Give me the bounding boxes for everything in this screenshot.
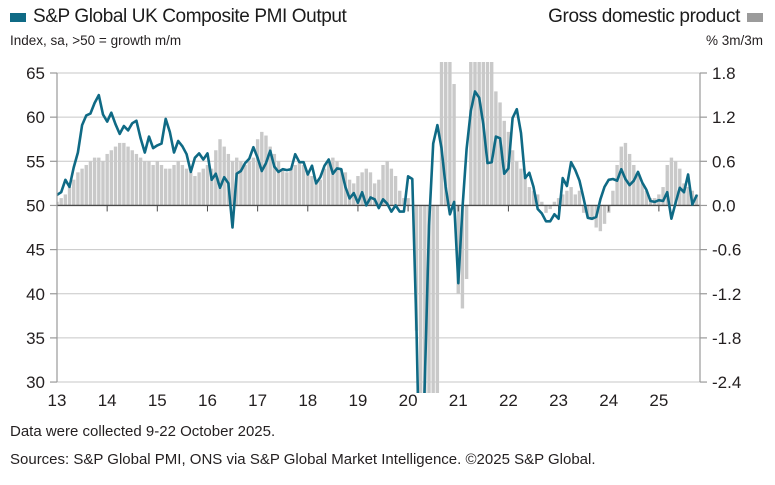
svg-text:65: 65 — [26, 64, 45, 83]
svg-text:24: 24 — [599, 391, 618, 410]
svg-text:1.2: 1.2 — [712, 108, 736, 127]
axis-labels: 65 60 55 50 45 40 35 30 1.8 1.2 0.6 0.0 -0.6 -1.2 -1.8… — [26, 64, 741, 410]
svg-text:18: 18 — [298, 391, 317, 410]
chart-header: S&P Global UK Composite PMI Output Gross… — [0, 6, 775, 32]
svg-text:15: 15 — [148, 391, 167, 410]
svg-text:-0.6: -0.6 — [712, 241, 741, 260]
right-axis-caption: % 3m/3m — [705, 33, 763, 48]
svg-text:0.0: 0.0 — [712, 196, 736, 215]
svg-text:40: 40 — [26, 285, 45, 304]
svg-text:45: 45 — [26, 241, 45, 260]
gdp-bars — [57, 62, 699, 394]
gridlines — [57, 72, 700, 383]
gdp-series-title: Gross domestic product — [548, 6, 740, 27]
svg-text:35: 35 — [26, 329, 45, 348]
axes — [50, 72, 707, 383]
pmi-legend-marker-icon — [10, 12, 26, 22]
legend-pmi: S&P Global UK Composite PMI Output — [10, 6, 347, 28]
svg-text:25: 25 — [649, 391, 668, 410]
svg-text:23: 23 — [549, 391, 568, 410]
svg-text:55: 55 — [26, 152, 45, 171]
pmi-gdp-chart: 65 60 55 50 45 40 35 30 1.8 1.2 0.6 0.0 -0.6 -1.2 -1.8… — [26, 62, 741, 410]
svg-text:30: 30 — [26, 373, 45, 392]
left-axis-caption: Index, sa, >50 = growth m/m — [10, 33, 182, 48]
x-ticks — [106, 205, 660, 212]
svg-text:60: 60 — [26, 108, 45, 127]
svg-text:1.8: 1.8 — [712, 64, 736, 83]
svg-text:0.6: 0.6 — [712, 152, 736, 171]
svg-text:-1.2: -1.2 — [712, 285, 741, 304]
legend-gdp: Gross domestic product — [548, 6, 763, 28]
svg-text:14: 14 — [98, 391, 117, 410]
svg-text:13: 13 — [48, 391, 67, 410]
svg-text:19: 19 — [348, 391, 367, 410]
pmi-series-title: S&P Global UK Composite PMI Output — [33, 6, 347, 27]
svg-text:-2.4: -2.4 — [712, 373, 741, 392]
svg-text:50: 50 — [26, 196, 45, 215]
pmi-line — [57, 90, 698, 394]
gdp-legend-marker-icon — [747, 12, 763, 22]
svg-text:16: 16 — [198, 391, 217, 410]
svg-text:17: 17 — [248, 391, 267, 410]
svg-text:21: 21 — [449, 391, 468, 410]
svg-text:22: 22 — [499, 391, 518, 410]
collection-note: Data were collected 9-22 October 2025. — [10, 423, 276, 440]
sources-note: Sources: S&P Global PMI, ONS via S&P Glo… — [10, 451, 596, 468]
svg-text:-1.8: -1.8 — [712, 329, 741, 348]
svg-text:20: 20 — [399, 391, 418, 410]
